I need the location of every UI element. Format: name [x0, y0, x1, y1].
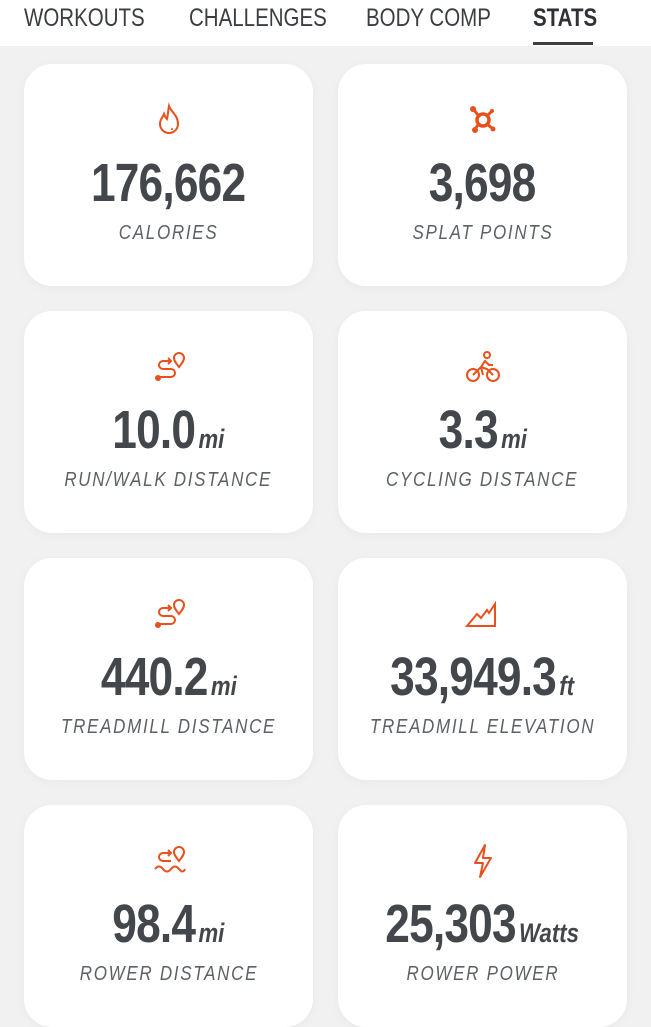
stat-card-treadmill-distance: 440.2 mi TREADMILL DISTANCE: [24, 558, 313, 780]
stat-label: SPLAT POINTS: [411, 222, 553, 244]
stat-card-splat-points: 3,698 SPLAT POINTS: [338, 64, 627, 286]
stat-label: TREADMILL ELEVATION: [369, 716, 596, 738]
cyclist-icon: [463, 347, 503, 387]
stat-label: CALORIES: [118, 222, 219, 244]
route-icon: [149, 347, 189, 387]
stat-number: 25,303: [385, 894, 517, 954]
stat-value: 25,303 Watts: [338, 893, 627, 955]
water-route-icon: [149, 841, 189, 881]
stat-value: 10.0 mi: [24, 399, 313, 461]
stat-unit: mi: [198, 424, 225, 454]
flame-icon: [149, 100, 189, 140]
stat-number: 10.0: [112, 400, 196, 460]
stat-card-run-walk-distance: 10.0 mi RUN/WALK DISTANCE: [24, 311, 313, 533]
stat-number: 176,662: [91, 153, 246, 213]
stat-number: 3,698: [429, 153, 537, 213]
stat-card-rower-power: 25,303 Watts ROWER POWER: [338, 805, 627, 1027]
tab-bar: WORKOUTS CHALLENGES BODY COMP STATS: [0, 0, 651, 46]
splat-icon: [463, 100, 503, 140]
stat-number: 3.3: [438, 400, 498, 460]
stat-label: RUN/WALK DISTANCE: [64, 469, 273, 491]
stat-value: 3.3 mi: [338, 399, 627, 461]
tab-stats[interactable]: STATS: [533, 4, 598, 32]
lightning-icon: [463, 841, 503, 881]
stat-label: TREADMILL DISTANCE: [60, 716, 277, 738]
stat-value: 33,949.3 ft: [338, 646, 627, 708]
stat-value: 440.2 mi: [24, 646, 313, 708]
stat-unit: mi: [198, 918, 225, 948]
stat-card-calories: 176,662 CALORIES: [24, 64, 313, 286]
stat-unit: Watts: [519, 918, 580, 948]
mountain-icon: [463, 594, 503, 634]
stat-value: 98.4 mi: [24, 893, 313, 955]
route-icon: [149, 594, 189, 634]
stat-card-treadmill-elevation: 33,949.3 ft TREADMILL ELEVATION: [338, 558, 627, 780]
active-tab-indicator: [533, 42, 593, 45]
stat-unit: mi: [210, 671, 237, 701]
stat-number: 98.4: [112, 894, 196, 954]
stat-unit: ft: [559, 671, 575, 701]
stat-value: 3,698: [338, 152, 627, 214]
stat-card-cycling-distance: 3.3 mi CYCLING DISTANCE: [338, 311, 627, 533]
stat-label: ROWER DISTANCE: [79, 963, 258, 985]
stat-number: 33,949.3: [390, 647, 558, 707]
stat-value: 176,662: [24, 152, 313, 214]
stat-unit: mi: [500, 424, 527, 454]
tab-challenges[interactable]: CHALLENGES: [189, 4, 327, 32]
stat-card-rower-distance: 98.4 mi ROWER DISTANCE: [24, 805, 313, 1027]
tab-workouts[interactable]: WORKOUTS: [24, 4, 145, 32]
stat-number: 440.2: [100, 647, 209, 707]
stat-label: ROWER POWER: [406, 963, 559, 985]
stat-label: CYCLING DISTANCE: [386, 469, 579, 491]
tab-body-comp[interactable]: BODY COMP: [366, 4, 491, 32]
